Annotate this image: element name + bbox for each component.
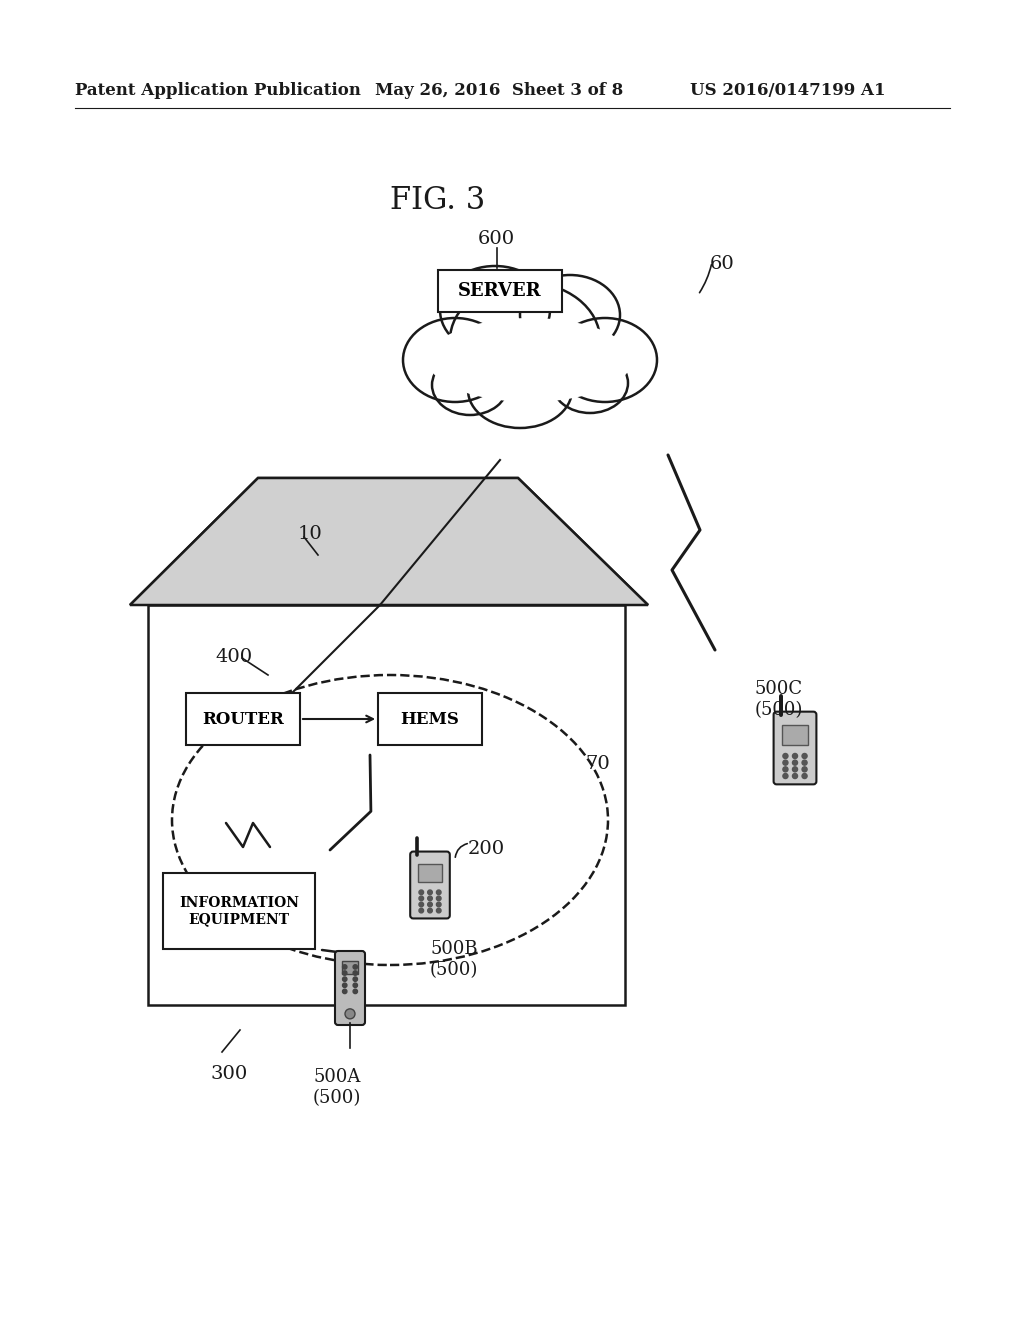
Text: 200: 200 <box>468 840 505 858</box>
FancyBboxPatch shape <box>163 873 315 949</box>
Circle shape <box>793 754 798 759</box>
Circle shape <box>436 902 441 907</box>
Circle shape <box>802 774 807 779</box>
Circle shape <box>428 896 432 900</box>
FancyBboxPatch shape <box>335 950 365 1026</box>
Ellipse shape <box>553 318 657 403</box>
Text: SERVER: SERVER <box>458 282 542 300</box>
Circle shape <box>419 908 424 913</box>
Circle shape <box>345 1008 355 1019</box>
Text: INFORMATION
EQUIPMENT: INFORMATION EQUIPMENT <box>179 896 299 927</box>
Ellipse shape <box>552 352 628 413</box>
Text: 500C
(500): 500C (500) <box>755 680 804 719</box>
Ellipse shape <box>520 275 620 355</box>
Circle shape <box>353 983 357 987</box>
Circle shape <box>783 767 787 772</box>
Circle shape <box>419 902 424 907</box>
Ellipse shape <box>432 355 508 414</box>
Circle shape <box>436 890 441 895</box>
Circle shape <box>793 767 798 772</box>
Circle shape <box>802 754 807 759</box>
Circle shape <box>802 767 807 772</box>
Ellipse shape <box>450 282 600 399</box>
Text: 10: 10 <box>298 525 323 543</box>
FancyBboxPatch shape <box>378 693 482 744</box>
Circle shape <box>783 760 787 766</box>
Circle shape <box>428 908 432 913</box>
Circle shape <box>342 970 347 975</box>
Text: ROUTER: ROUTER <box>202 710 284 727</box>
Circle shape <box>419 896 424 900</box>
Text: Patent Application Publication: Patent Application Publication <box>75 82 360 99</box>
Circle shape <box>436 908 441 913</box>
Text: May 26, 2016  Sheet 3 of 8: May 26, 2016 Sheet 3 of 8 <box>375 82 624 99</box>
Circle shape <box>342 983 347 987</box>
Ellipse shape <box>428 318 632 403</box>
Text: US 2016/0147199 A1: US 2016/0147199 A1 <box>690 82 886 99</box>
Text: 500A
(500): 500A (500) <box>313 1068 361 1106</box>
Circle shape <box>419 890 424 895</box>
Text: 300: 300 <box>210 1065 247 1082</box>
Circle shape <box>342 977 347 981</box>
FancyBboxPatch shape <box>411 851 450 919</box>
Circle shape <box>793 774 798 779</box>
Circle shape <box>342 965 347 969</box>
Circle shape <box>353 965 357 969</box>
Text: HEMS: HEMS <box>400 710 460 727</box>
Text: FIG. 3: FIG. 3 <box>390 185 485 216</box>
Circle shape <box>428 902 432 907</box>
Bar <box>342 961 358 974</box>
Polygon shape <box>130 478 648 605</box>
Text: 500B
(500): 500B (500) <box>430 940 478 979</box>
Bar <box>781 725 808 744</box>
Ellipse shape <box>403 318 507 403</box>
Ellipse shape <box>440 267 550 354</box>
Circle shape <box>353 989 357 994</box>
Circle shape <box>428 890 432 895</box>
Circle shape <box>353 977 357 981</box>
Circle shape <box>793 760 798 766</box>
Circle shape <box>353 970 357 975</box>
FancyBboxPatch shape <box>438 271 562 312</box>
Circle shape <box>802 760 807 766</box>
Bar <box>418 863 442 882</box>
Ellipse shape <box>468 352 572 428</box>
Circle shape <box>783 754 787 759</box>
Bar <box>148 605 625 1005</box>
Circle shape <box>436 896 441 900</box>
FancyBboxPatch shape <box>773 711 816 784</box>
Text: 60: 60 <box>710 255 735 273</box>
Circle shape <box>342 989 347 994</box>
Text: 600: 600 <box>478 230 515 248</box>
FancyBboxPatch shape <box>186 693 300 744</box>
Circle shape <box>783 774 787 779</box>
Text: 70: 70 <box>585 755 609 774</box>
Text: 400: 400 <box>215 648 252 667</box>
